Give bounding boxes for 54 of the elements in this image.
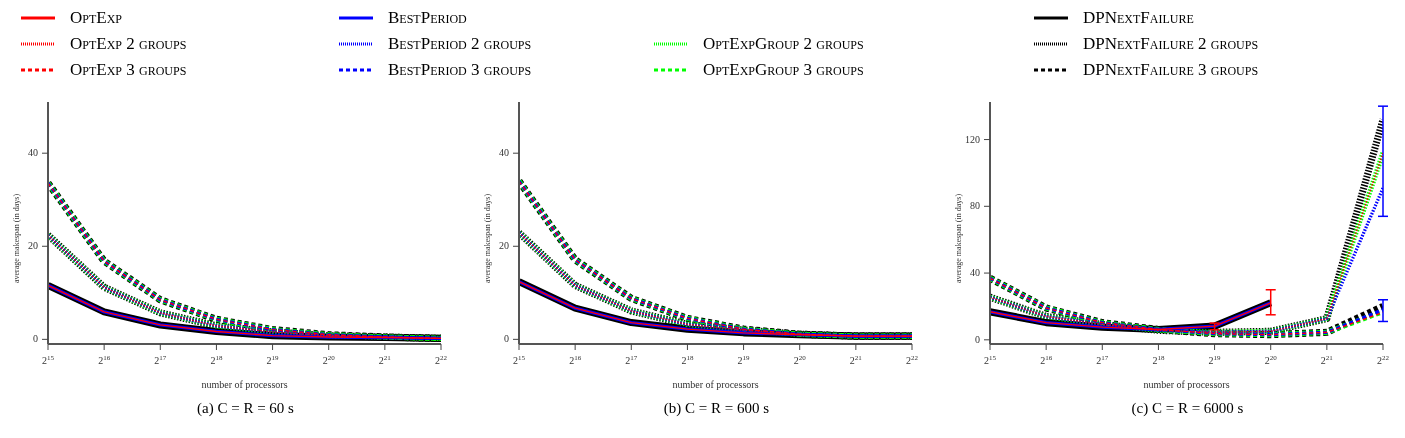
text: (a) C = R = 60 s (196, 400, 295, 417)
x-tick-label: 2$^{21}$ (1320, 354, 1334, 366)
text: (b) C = R = 600 s (662, 400, 771, 417)
x-axis-title: number of processors (1143, 379, 1230, 390)
x-tick-label: 2$^{18}$ (681, 354, 694, 366)
x-tick-label: 2$^{18}$ (210, 354, 223, 366)
x-tick-label: 2$^{16}$ (569, 354, 582, 366)
y-tick-label: 20 (28, 240, 38, 252)
x-tick-label: 2$^{19}$ (737, 354, 751, 366)
legend-label: OptExpGroup 2 groups (703, 34, 864, 54)
x-tick-label: 2$^{15}$ (513, 354, 526, 366)
x-tick-label: 2$^{20}$ (322, 354, 336, 366)
legend-label: OptExp (70, 8, 123, 28)
x-tick-label: 2$^{17}$ (625, 354, 638, 366)
x-tick-label: 2$^{17}$ (1096, 354, 1109, 366)
y-tick-label: 80 (970, 200, 980, 212)
x-tick-label: 2$^{22}$ (1377, 354, 1390, 366)
y-tick-label: 20 (499, 240, 509, 252)
legend-label: OptExp 2 groups (70, 34, 187, 54)
text: (c) C = R = 6000 s (1130, 400, 1245, 417)
x-tick-label: 2$^{17}$ (154, 354, 167, 366)
x-axis-title: number of processors (201, 379, 288, 390)
x-tick-label: 2$^{20}$ (793, 354, 807, 366)
y-axis-title: average makespan (in days) (482, 193, 492, 283)
y-tick-label: 40 (499, 147, 509, 159)
legend-label: BestPeriod 2 groups (388, 34, 532, 54)
x-tick-label: 2$^{16}$ (1040, 354, 1053, 366)
legend-label: DPNextFailure 3 groups (1083, 60, 1259, 80)
legend-label: BestPeriod (388, 8, 467, 28)
y-axis-title: average makespan (in days) (11, 193, 21, 283)
x-tick-label: 2$^{20}$ (1264, 354, 1278, 366)
x-tick-label: 2$^{22}$ (906, 354, 919, 366)
legend-label: BestPeriod 3 groups (388, 60, 532, 80)
x-tick-label: 2$^{15}$ (42, 354, 55, 366)
y-tick-label: 0 (33, 333, 38, 345)
x-tick-label: 2$^{21}$ (378, 354, 392, 366)
x-tick-label: 2$^{19}$ (266, 354, 280, 366)
legend-label: DPNextFailure (1083, 8, 1194, 28)
y-axis-title: average makespan (in days) (953, 193, 963, 283)
x-tick-label: 2$^{18}$ (1152, 354, 1165, 366)
y-tick-label: 40 (28, 147, 38, 159)
y-tick-label: 120 (965, 133, 980, 145)
x-tick-label: 2$^{21}$ (849, 354, 863, 366)
x-axis-title: number of processors (672, 379, 759, 390)
x-tick-label: 2$^{22}$ (435, 354, 448, 366)
legend-label: DPNextFailure 2 groups (1083, 34, 1259, 54)
legend-label: OptExp 3 groups (70, 60, 187, 80)
x-tick-label: 2$^{19}$ (1208, 354, 1222, 366)
x-tick-label: 2$^{16}$ (98, 354, 111, 366)
y-tick-label: 0 (504, 333, 509, 345)
y-tick-label: 0 (975, 333, 980, 345)
y-tick-label: 40 (970, 267, 980, 279)
legend-label: OptExpGroup 3 groups (703, 60, 864, 80)
x-tick-label: 2$^{15}$ (984, 354, 997, 366)
